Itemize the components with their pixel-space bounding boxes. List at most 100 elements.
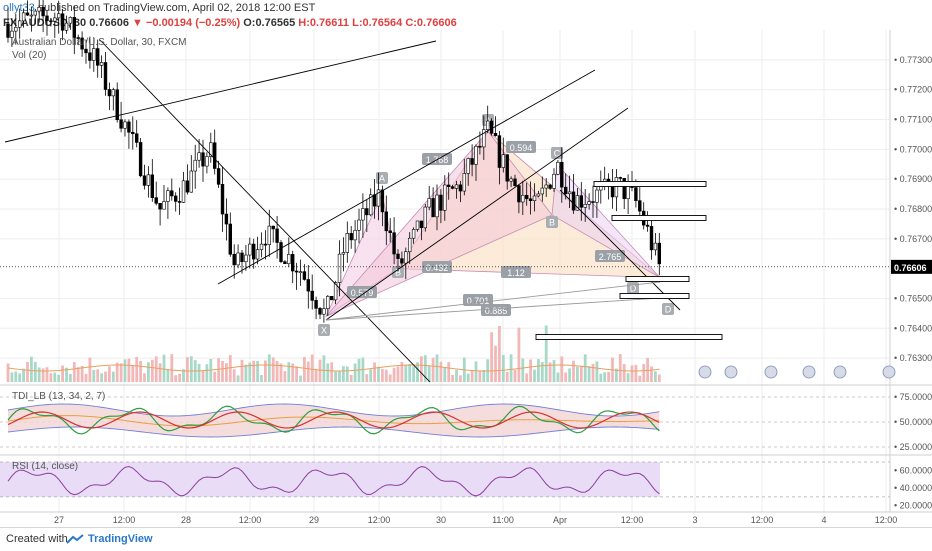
candle-body	[626, 185, 630, 200]
candle	[236, 244, 240, 269]
candle	[240, 250, 244, 274]
candle-body	[119, 119, 123, 129]
candle-body	[318, 308, 322, 315]
time-label: 12:00	[239, 515, 262, 525]
candle	[645, 211, 650, 232]
candle-body	[72, 17, 77, 38]
volume-bar	[579, 365, 583, 382]
footer-bar: Created with TradingView	[0, 527, 932, 551]
volume-bar	[447, 362, 451, 382]
volume-bar	[388, 374, 392, 382]
candle-body	[435, 194, 439, 218]
volume-bar	[150, 359, 154, 382]
candle-body	[216, 168, 221, 185]
volume-bar	[365, 374, 369, 382]
candle-body	[384, 211, 388, 232]
candle-body	[197, 152, 201, 161]
candle-body	[517, 185, 521, 203]
candle	[626, 174, 630, 215]
candle-body	[415, 220, 420, 230]
candle-body	[53, 17, 57, 22]
volume-bar	[342, 366, 345, 382]
volume-bar	[427, 365, 431, 382]
volume-bar	[654, 371, 657, 382]
candle	[439, 189, 443, 224]
volume-bar	[88, 357, 92, 382]
candle	[556, 160, 560, 176]
economic-event-icon	[724, 365, 738, 379]
tdi-band-area	[8, 404, 660, 437]
candle-body	[174, 195, 178, 202]
volume-bar	[626, 373, 630, 382]
candle	[458, 180, 463, 203]
pattern-point-label: X	[321, 326, 327, 336]
volume-bar	[470, 370, 474, 382]
candle	[431, 187, 435, 218]
volume-bar	[576, 366, 579, 382]
candle	[446, 172, 451, 200]
candle-body	[294, 270, 299, 273]
volume-bar	[264, 360, 267, 382]
time-label: 30	[436, 515, 446, 525]
candle-body	[271, 225, 275, 230]
volume-bar	[295, 366, 298, 382]
volume-bar	[334, 371, 337, 382]
candle-body	[485, 120, 490, 130]
volume-bar	[197, 363, 201, 382]
candle-body	[560, 161, 564, 188]
volume-bar	[544, 325, 548, 382]
candle	[216, 160, 221, 188]
author-name[interactable]: ollyt33	[3, 2, 35, 14]
volume-bar	[49, 373, 53, 382]
candle	[279, 240, 283, 264]
candle	[466, 157, 470, 186]
trend-line	[217, 69, 596, 285]
candle	[6, 7, 10, 43]
candle	[384, 195, 388, 246]
candle-body	[220, 184, 225, 215]
candle	[657, 232, 662, 276]
price-label: • 0.76300	[894, 353, 932, 363]
time-label: 12:00	[621, 515, 644, 525]
volume-bar	[303, 357, 306, 382]
volume-bar	[108, 366, 111, 382]
candle	[99, 55, 104, 78]
candle-body	[193, 159, 197, 172]
candle	[56, 0, 61, 34]
candle-body	[290, 254, 295, 272]
volume-bar	[37, 367, 41, 382]
candle	[462, 158, 466, 196]
candle	[517, 183, 521, 214]
candle	[224, 198, 229, 241]
candle	[353, 220, 357, 253]
candle-body	[427, 198, 431, 208]
volume-bar	[119, 363, 123, 382]
candle-body	[162, 201, 166, 210]
volume-bar	[634, 364, 638, 382]
candle-body	[575, 195, 580, 211]
candle-body	[567, 191, 572, 195]
pattern-point-marker	[392, 266, 404, 278]
volume-bar	[174, 375, 178, 382]
candle-body	[552, 173, 556, 189]
high-value: H:0.76611	[298, 17, 350, 29]
harmonic-triangle	[551, 163, 661, 278]
candle	[419, 220, 424, 241]
open-value: O:0.76565	[243, 17, 296, 29]
price-chart[interactable]: 1.7680.5940.4321.122.7650.5790.7010.885X…	[0, 0, 932, 527]
candle	[267, 209, 271, 257]
candle	[21, 8, 26, 28]
volume-bar	[252, 360, 256, 382]
volume-bar	[100, 373, 103, 382]
tradingview-brand[interactable]: TradingView	[88, 533, 153, 545]
candle-body	[244, 254, 248, 263]
tdi-lower-band	[7, 426, 660, 438]
candle	[92, 37, 96, 72]
candle	[423, 203, 427, 232]
tdi-axis-label: • 75.0000	[894, 392, 932, 402]
time-label: 12:00	[751, 515, 774, 525]
candle	[25, 0, 30, 17]
volume-bar	[603, 372, 607, 382]
volume-bar	[33, 361, 37, 382]
